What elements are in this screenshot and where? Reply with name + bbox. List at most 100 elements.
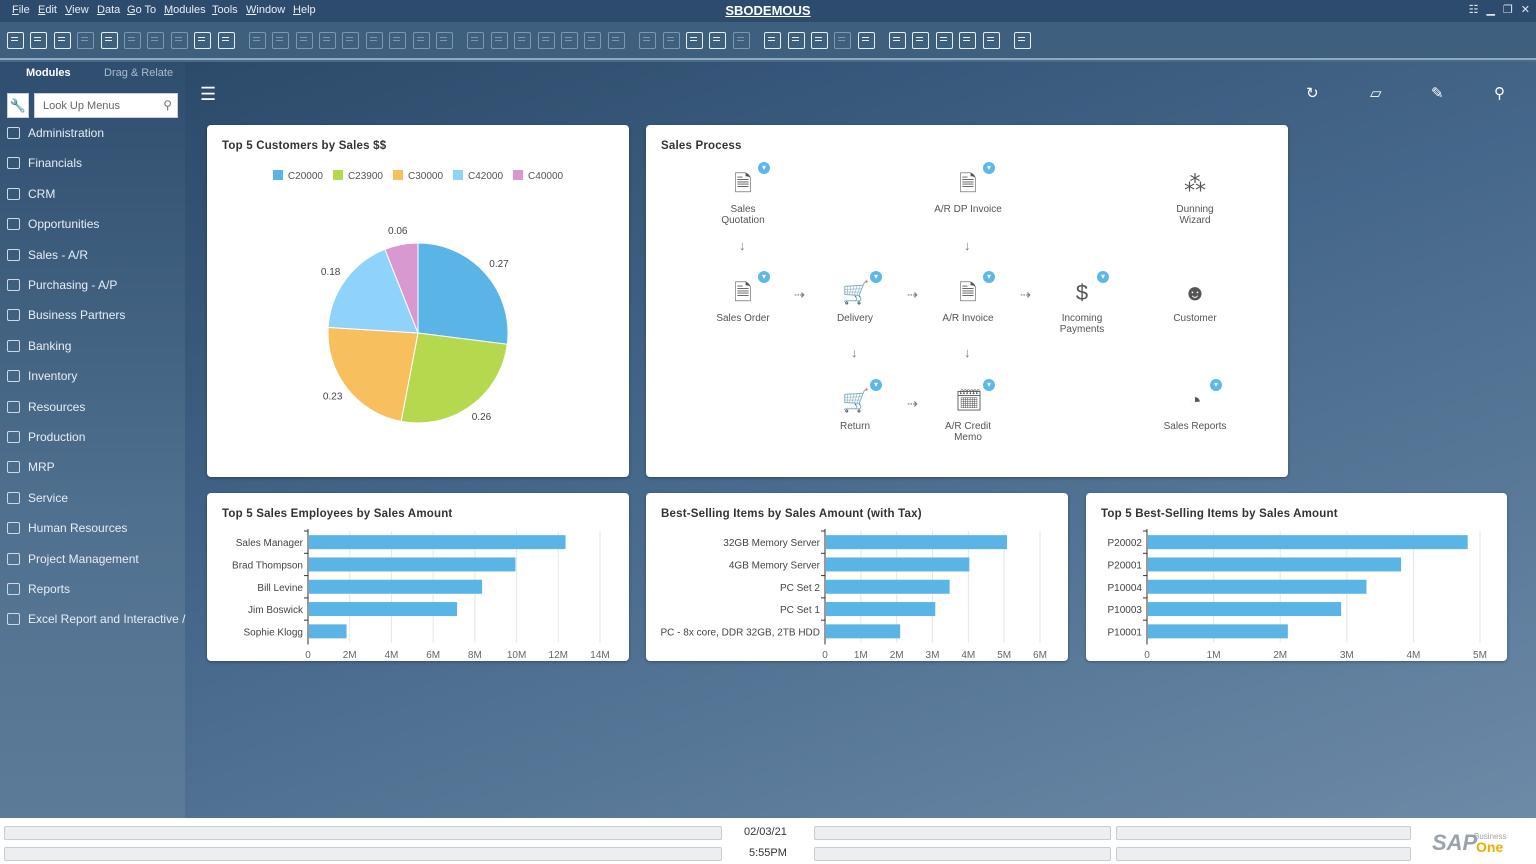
sidebar-item[interactable]: Human Resources — [7, 521, 127, 535]
calculator-icon[interactable] — [810, 31, 828, 49]
query-icon[interactable] — [764, 31, 782, 49]
sms-icon[interactable] — [100, 31, 118, 49]
move-icon[interactable] — [194, 31, 212, 49]
word-icon[interactable] — [147, 31, 165, 49]
backup-icon[interactable] — [889, 31, 907, 49]
messages-icon[interactable] — [709, 31, 727, 49]
refresh-record-icon[interactable] — [389, 31, 407, 49]
bar[interactable] — [826, 557, 970, 572]
find-icon[interactable] — [248, 31, 266, 49]
bar[interactable] — [1148, 557, 1402, 572]
base-document-icon[interactable] — [467, 31, 485, 49]
journal-icon[interactable] — [514, 31, 532, 49]
dropdown-badge-icon[interactable]: ▾ — [1097, 271, 1109, 283]
bar[interactable] — [826, 579, 950, 594]
pie-slice-C30000[interactable] — [327, 326, 419, 422]
bar[interactable] — [309, 535, 566, 550]
search-icon[interactable]: ⚲ — [163, 98, 172, 112]
restore-button[interactable]: ❐ — [1502, 4, 1513, 16]
menu-file[interactable]: File — [12, 4, 30, 16]
sidebar-item[interactable]: Purchasing - A/P — [7, 278, 117, 292]
last-record-icon[interactable] — [365, 31, 383, 49]
pie-slice-C23900[interactable] — [400, 332, 508, 424]
legend-item[interactable]: C30000 — [392, 170, 443, 182]
refresh-icon[interactable]: ↻ — [1306, 85, 1319, 102]
sort-icon[interactable] — [436, 31, 454, 49]
lock-icon[interactable] — [217, 31, 235, 49]
exchange-rate-icon[interactable] — [935, 31, 953, 49]
form-settings-icon[interactable] — [685, 31, 703, 49]
menu-view[interactable]: View — [65, 4, 89, 16]
sidebar-item[interactable]: Service — [7, 491, 68, 505]
dropdown-badge-icon[interactable]: ▾ — [758, 271, 770, 283]
preview-icon[interactable] — [7, 31, 24, 49]
bar[interactable] — [309, 557, 516, 572]
sidebar-item[interactable]: Excel Report and Interactive / — [7, 612, 185, 626]
hamburger-menu-icon[interactable]: ☰ — [200, 84, 217, 104]
bar[interactable] — [826, 624, 901, 639]
menu-tools[interactable]: Tools — [212, 4, 238, 16]
web-icon[interactable] — [982, 31, 1000, 49]
legend-item[interactable]: C23900 — [332, 170, 383, 182]
next-record-icon[interactable] — [342, 31, 360, 49]
dropdown-badge-icon[interactable]: ▾ — [983, 271, 995, 283]
process-node[interactable]: 🗎 ▾ Sales Quotation — [688, 162, 798, 226]
approve-icon[interactable] — [959, 31, 977, 49]
filter-icon[interactable] — [412, 31, 430, 49]
menu-goto[interactable]: Go To — [127, 4, 157, 16]
edit-icon[interactable] — [639, 31, 657, 49]
sidebar-item[interactable]: Administration — [7, 126, 104, 140]
menu-help[interactable]: Help — [293, 4, 316, 16]
add-icon[interactable] — [272, 31, 290, 49]
bar[interactable] — [309, 579, 483, 594]
layout-icon[interactable] — [912, 31, 930, 49]
payment-means-icon[interactable] — [537, 31, 555, 49]
process-node[interactable]: $ ▾ Incoming Payments — [1027, 271, 1137, 335]
legend-item[interactable]: C40000 — [513, 170, 563, 182]
sidebar-item[interactable]: Production — [7, 430, 85, 444]
pie-slice-C40000[interactable] — [384, 242, 419, 334]
sidebar-item[interactable]: Sales - A/R — [7, 248, 88, 262]
bar[interactable] — [826, 535, 1007, 550]
sidebar-item[interactable]: MRP — [7, 460, 55, 474]
dropdown-badge-icon[interactable]: ▾ — [758, 162, 770, 174]
search-icon[interactable]: ⚲ — [1494, 85, 1505, 102]
process-node[interactable]: ◔ ▾ Sales Reports — [1140, 379, 1250, 432]
open-folder-icon[interactable]: ▱ — [1370, 85, 1382, 102]
edit-icon[interactable]: ✎ — [1431, 85, 1444, 102]
process-node[interactable]: ☻ Customer — [1140, 279, 1250, 324]
pdf-icon[interactable] — [170, 31, 188, 49]
dropdown-badge-icon[interactable]: ▾ — [870, 379, 882, 391]
dropdown-badge-icon[interactable]: ▾ — [983, 379, 995, 391]
bar[interactable] — [826, 602, 936, 617]
sidebar-item[interactable]: Banking — [7, 339, 71, 353]
first-record-icon[interactable] — [295, 31, 313, 49]
sidebar-item[interactable]: Inventory — [7, 369, 77, 383]
tab-drag-relate[interactable]: Drag & Relate — [104, 67, 174, 79]
excel-icon[interactable] — [123, 31, 141, 49]
process-node[interactable]: 🗎 ▾ A/R Invoice — [913, 271, 1023, 324]
legend-item[interactable]: C42000 — [453, 170, 503, 182]
sidebar-item[interactable]: Reports — [7, 582, 70, 596]
sidebar-item[interactable]: CRM — [7, 187, 55, 201]
sidebar-item[interactable]: Business Partners — [7, 308, 125, 322]
process-node[interactable]: 🗓 ▾ A/R Credit Memo — [913, 379, 1023, 443]
pie-slice-C20000[interactable] — [417, 242, 509, 345]
menu-edit[interactable]: Edit — [38, 4, 57, 16]
bar[interactable] — [1148, 624, 1288, 639]
report-icon[interactable] — [787, 31, 805, 49]
dropdown-badge-icon[interactable]: ▾ — [870, 271, 882, 283]
bar[interactable] — [309, 624, 347, 639]
open-icon[interactable] — [53, 31, 71, 49]
legend-item[interactable]: C20000 — [272, 170, 323, 182]
tab-modules[interactable]: Modules — [26, 67, 71, 79]
alerts-icon[interactable] — [732, 31, 750, 49]
sidebar-item[interactable]: Project Management — [7, 552, 139, 566]
users-icon[interactable] — [834, 31, 852, 49]
sidebar-item[interactable]: Opportunities — [7, 217, 99, 231]
process-node[interactable]: 🛒 ▾ Return — [800, 379, 910, 432]
bar[interactable] — [1148, 535, 1468, 550]
gross-profit-icon[interactable] — [584, 31, 602, 49]
balance-icon[interactable] — [560, 31, 578, 49]
process-node[interactable]: 🗎 ▾ Sales Order — [688, 271, 798, 324]
